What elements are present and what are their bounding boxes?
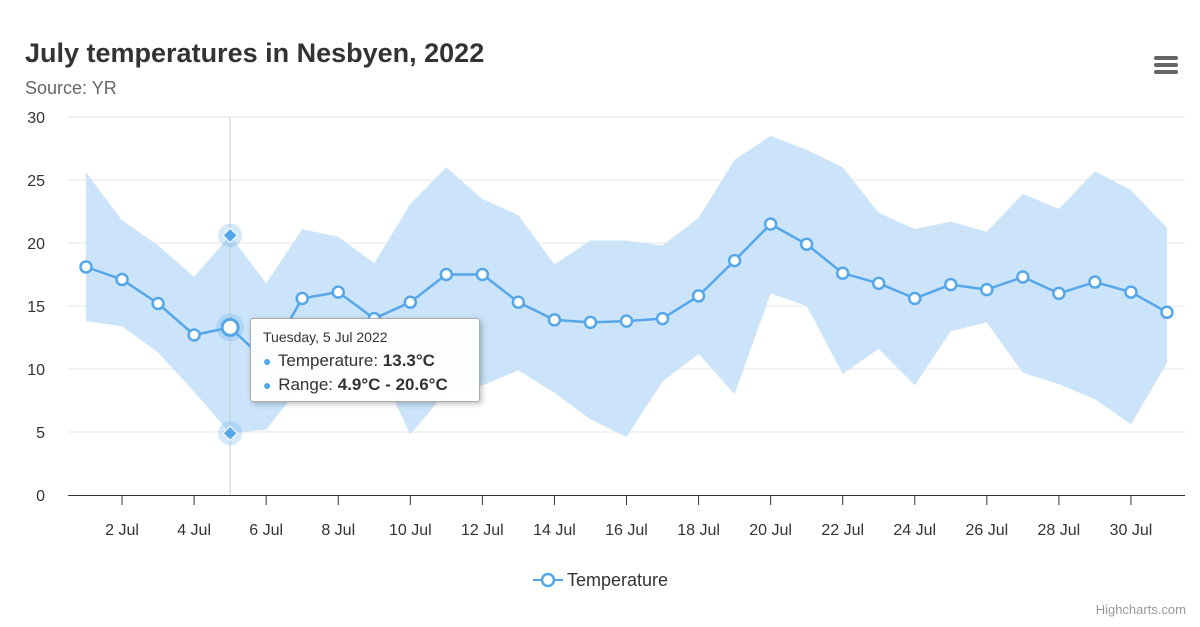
hamburger-menu-icon[interactable]: [1146, 50, 1186, 80]
y-tick-label: 30: [27, 110, 45, 127]
temperature-point: [511, 295, 526, 309]
x-tick-label: 26 Jul: [965, 522, 1008, 539]
temperature-point: [547, 313, 562, 327]
temperature-point: [655, 311, 670, 326]
temperature-point: [1052, 286, 1066, 301]
y-tick-label: 0: [36, 488, 45, 505]
temperature-point: [151, 296, 165, 311]
x-tick-label: 6 Jul: [249, 522, 283, 539]
x-tick-label: 24 Jul: [893, 522, 936, 539]
menu-bar-3: [1154, 70, 1178, 74]
temperature-point: [944, 277, 958, 292]
range-low-point: [222, 425, 238, 441]
range-area-series: [86, 135, 1167, 437]
x-tick-label: 20 Jul: [749, 522, 792, 539]
temperature-point: [115, 272, 129, 287]
x-tick-label: 12 Jul: [461, 522, 504, 539]
range-area: [86, 135, 1167, 437]
chart-title: July temperatures in Nesbyen, 2022: [25, 38, 485, 68]
tooltip-range-row: ● Range: 4.9°C - 20.6°C: [263, 373, 467, 397]
chart-subtitle: Source: YR: [25, 78, 117, 98]
temperature-point: [871, 276, 886, 291]
x-tick-label: 18 Jul: [677, 522, 720, 539]
temperature-point: [1160, 305, 1174, 320]
y-tick-label: 15: [27, 299, 45, 316]
x-tick-label: 28 Jul: [1038, 522, 1081, 539]
temperature-point: [1016, 270, 1030, 284]
temperature-point: [475, 267, 490, 282]
legend-item-temperature[interactable]: Temperature: [533, 568, 668, 592]
temperature-point: [403, 295, 418, 309]
y-tick-label: 20: [27, 236, 45, 253]
tooltip-date: Tuesday, 5 Jul 2022: [263, 329, 388, 345]
y-axis: 0 5 10 15 20 25 30: [27, 110, 45, 505]
temperature-point: [619, 314, 634, 328]
tooltip: Tuesday, 5 Jul 2022 ● Temperature: 13.3°…: [250, 318, 480, 402]
tooltip-range-label: Range:: [278, 375, 338, 394]
x-tick-label: 16 Jul: [605, 522, 648, 539]
temperature-point: [583, 315, 598, 330]
temperature-point: [1124, 285, 1138, 299]
tooltip-range-value: 4.9°C - 20.6°C: [337, 375, 448, 394]
temperature-point: [908, 291, 922, 306]
y-tick-label: 10: [27, 362, 45, 379]
temperature-point: [79, 260, 93, 274]
legend-line-marker-icon: [533, 572, 563, 588]
y-tick-label: 25: [27, 173, 45, 190]
x-tick-label: 30 Jul: [1110, 522, 1153, 539]
temperature-point: [331, 285, 345, 299]
x-tick-label: 10 Jul: [389, 522, 432, 539]
temperature-markers: [79, 217, 1174, 369]
temperature-point: [835, 266, 850, 280]
tooltip-temperature-value: 13.3°C: [382, 351, 435, 370]
range-high-point: [222, 227, 238, 244]
x-tick-label: 22 Jul: [821, 522, 864, 539]
temperature-point: [295, 291, 309, 306]
temperature-point: [763, 217, 778, 231]
x-tick-label: 8 Jul: [321, 522, 355, 539]
tooltip-temperature-row: ● Temperature: 13.3°C: [263, 349, 467, 373]
x-axis: 2 Jul 4 Jul 6 Jul 8 Jul 10 Jul 12 Jul 14 Jul 16…: [68, 495, 1185, 539]
active-temperature-point: [220, 317, 240, 337]
temperature-point: [799, 237, 814, 252]
hover-markers: [216, 223, 245, 446]
legend-label: Temperature: [567, 569, 669, 590]
credits-link[interactable]: Highcharts.com: [1095, 602, 1186, 617]
temperature-point: [187, 328, 201, 342]
temperature-point: [439, 267, 454, 282]
temperature-point: [691, 289, 706, 303]
menu-bar-2: [1154, 63, 1178, 67]
tooltip-dot-icon: ●: [263, 377, 272, 393]
x-tick-label: 2 Jul: [105, 522, 139, 539]
tooltip-temperature-label: Temperature:: [277, 351, 383, 370]
y-tick-label: 5: [36, 425, 45, 442]
menu-bar-1: [1154, 56, 1178, 60]
temperature-point: [1088, 275, 1102, 289]
tooltip-dot-icon: ●: [263, 353, 272, 369]
x-tick-label: 4 Jul: [177, 522, 211, 539]
x-tick-label: 14 Jul: [533, 522, 576, 539]
temperature-point: [727, 253, 742, 268]
temperature-point: [980, 282, 994, 297]
